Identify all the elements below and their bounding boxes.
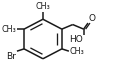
Text: CH₃: CH₃ [69, 47, 83, 56]
Text: CH₃: CH₃ [35, 2, 50, 11]
Text: CH₃: CH₃ [2, 25, 16, 34]
Text: HO: HO [69, 35, 82, 44]
Text: O: O [88, 14, 95, 23]
Text: Br: Br [6, 52, 16, 61]
